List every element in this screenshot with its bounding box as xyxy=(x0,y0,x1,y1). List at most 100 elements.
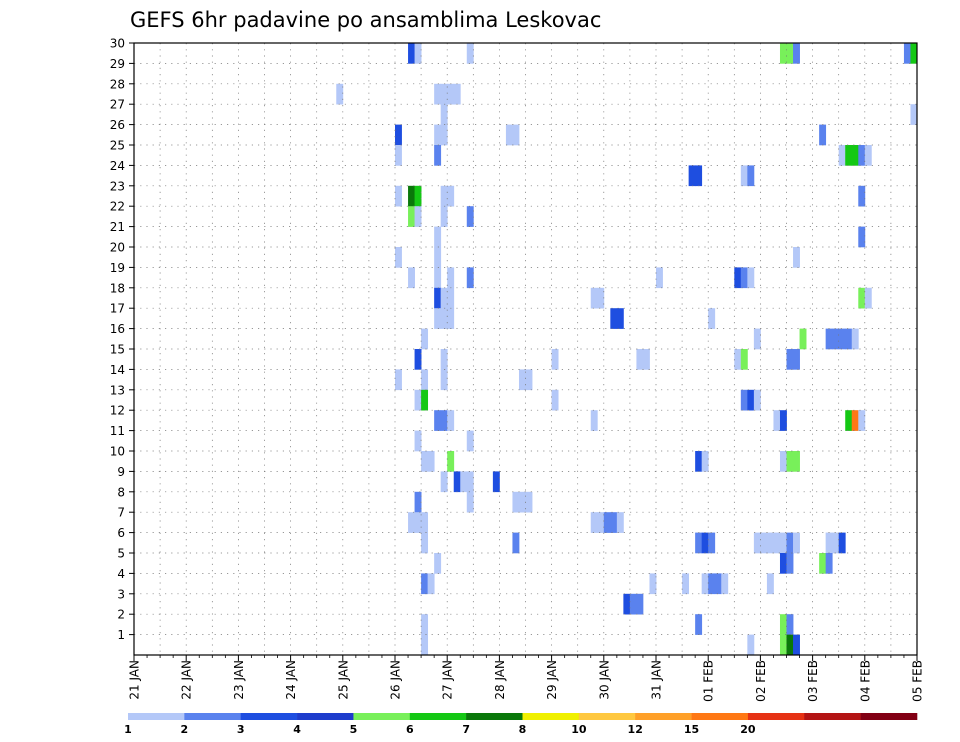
y-tick-label: 23 xyxy=(110,179,125,193)
heatmap-cell xyxy=(414,491,422,513)
legend-swatch xyxy=(860,713,918,720)
heatmap-cell xyxy=(747,165,755,187)
legend-swatch xyxy=(804,713,861,720)
heatmap-cell xyxy=(779,553,787,574)
heatmap-cell xyxy=(512,532,520,554)
heatmap-cell xyxy=(447,83,455,105)
heatmap-cell xyxy=(395,247,402,268)
y-tick-label: 24 xyxy=(110,159,125,173)
heatmap-cell xyxy=(440,471,448,493)
y-axis: 1234567891011121314151617181920212223242… xyxy=(110,37,134,642)
heatmap-cell xyxy=(786,349,794,370)
heatmap-cell xyxy=(440,287,448,309)
heatmap-cell xyxy=(695,614,703,635)
heatmap-cell xyxy=(773,410,781,431)
heatmap-cell xyxy=(336,83,344,105)
heatmap-cell xyxy=(858,185,866,207)
heatmap-cell xyxy=(551,349,559,370)
legend-label: 15 xyxy=(684,723,699,736)
heatmap-cell xyxy=(714,573,722,595)
legend-swatch xyxy=(466,713,523,720)
heatmap-cell xyxy=(590,512,598,533)
heatmap-cell xyxy=(440,369,448,391)
legend-swatch xyxy=(128,713,185,720)
heatmap-cell xyxy=(597,512,605,533)
legend-swatch xyxy=(353,713,411,720)
y-tick-label: 3 xyxy=(117,587,125,601)
heatmap-cell xyxy=(636,349,644,370)
legend-swatch xyxy=(409,713,467,720)
heatmap-cell xyxy=(793,349,800,370)
legend-label: 12 xyxy=(628,723,643,736)
heatmap-cell xyxy=(793,43,800,64)
heatmap-cell xyxy=(845,410,853,431)
heatmap-cell xyxy=(734,349,742,370)
heatmap-cell xyxy=(845,328,853,350)
heatmap-cell xyxy=(708,532,716,554)
heatmap-cell xyxy=(786,553,794,574)
heatmap-cell xyxy=(799,328,807,350)
legend-label: 6 xyxy=(406,723,414,736)
x-tick-label: 02 FEB xyxy=(754,660,768,702)
heatmap-cell xyxy=(832,328,840,350)
heatmap-cell xyxy=(421,369,429,391)
heatmap-cell xyxy=(603,512,611,533)
x-tick-label: 30 JAN xyxy=(597,660,611,700)
heatmap-cell xyxy=(453,471,461,493)
y-tick-label: 11 xyxy=(110,424,125,438)
heatmap-cell xyxy=(779,634,787,656)
heatmap-cell xyxy=(421,614,429,635)
y-tick-label: 1 xyxy=(117,628,125,642)
legend-label: 2 xyxy=(181,723,189,736)
y-tick-label: 5 xyxy=(117,547,125,561)
heatmap-cell xyxy=(766,532,774,554)
heatmap-cell xyxy=(512,491,520,513)
heatmap-cell xyxy=(518,491,526,513)
heatmap-cell xyxy=(701,532,709,554)
heatmap-cell xyxy=(825,553,833,574)
heatmap-cell xyxy=(708,308,716,329)
y-tick-label: 26 xyxy=(110,118,125,132)
x-tick-label: 01 FEB xyxy=(702,660,716,702)
heatmap-cell xyxy=(434,553,442,574)
heatmap-cell xyxy=(649,573,657,595)
y-tick-label: 16 xyxy=(110,322,125,336)
heatmap-cell xyxy=(414,349,422,370)
heatmap-cell xyxy=(766,573,774,595)
y-tick-label: 14 xyxy=(110,363,125,377)
chart-title: GEFS 6hr padavine po ansamblima Leskovac xyxy=(130,8,601,32)
heatmap-cell xyxy=(434,287,442,309)
y-tick-label: 7 xyxy=(117,506,125,520)
heatmap-cell xyxy=(779,451,787,472)
heatmap-cell xyxy=(740,165,748,187)
heatmap-cell xyxy=(408,512,415,533)
legend-label: 5 xyxy=(350,723,358,736)
heatmap-cell xyxy=(721,573,729,595)
legend-label: 3 xyxy=(237,723,245,736)
heatmap-cell xyxy=(858,410,866,431)
y-tick-label: 21 xyxy=(110,220,125,234)
heatmap-cell xyxy=(434,145,442,166)
x-tick-label: 29 JAN xyxy=(545,660,559,700)
heatmap-cells xyxy=(336,43,918,656)
heatmap-cell xyxy=(786,43,794,64)
y-tick-label: 15 xyxy=(110,343,125,357)
heatmap-cell xyxy=(414,206,422,227)
y-tick-label: 27 xyxy=(110,98,125,112)
heatmap-cell xyxy=(551,389,559,411)
heatmap-cell xyxy=(851,410,859,431)
heatmap-cell xyxy=(864,145,872,166)
heatmap-cell xyxy=(753,532,761,554)
heatmap-cell xyxy=(447,410,455,431)
heatmap-cell xyxy=(779,614,787,635)
heatmap-cell xyxy=(910,43,918,64)
heatmap-cell xyxy=(447,451,455,472)
heatmap-cell xyxy=(753,328,761,350)
heatmap-cell xyxy=(427,451,435,472)
heatmap-cell xyxy=(434,247,442,268)
heatmap-cell xyxy=(447,287,455,309)
heatmap-cell xyxy=(434,267,442,289)
heatmap-cell xyxy=(851,145,859,166)
x-tick-label: 05 FEB xyxy=(911,660,925,702)
heatmap-cell xyxy=(440,410,448,431)
